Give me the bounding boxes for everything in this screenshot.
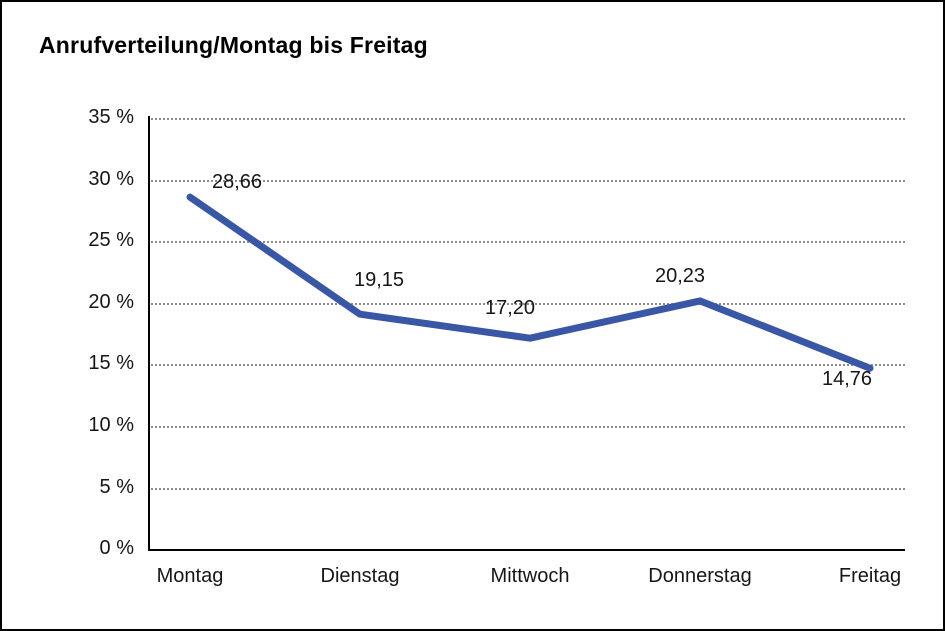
y-tick-label: 0 % [99, 537, 134, 559]
value-label: 17,20 [485, 297, 536, 320]
y-tick-label: 35 % [88, 106, 134, 128]
y-tick-label: 15 % [88, 352, 134, 374]
gridline-35 [148, 118, 905, 120]
x-category-label: Montag [156, 565, 224, 587]
x-category-label: Mittwoch [490, 565, 570, 587]
chart-title: Anrufverteilung/Montag bis Freitag [39, 32, 428, 58]
y-tick-label: 25 % [88, 229, 134, 251]
value-label: 19,15 [354, 269, 405, 292]
y-tick-label: 5 % [99, 476, 134, 498]
y-axis-line [148, 116, 150, 551]
data-line [186, 193, 874, 372]
value-label: 20,23 [655, 264, 706, 287]
y-tick-label: 20 % [88, 291, 134, 313]
gridline-30 [148, 180, 905, 182]
gridline-25 [148, 241, 905, 243]
x-axis-line [148, 549, 905, 551]
y-tick-label: 10 % [88, 414, 134, 436]
value-label: 28,66 [212, 171, 263, 194]
gridline-20 [148, 303, 905, 305]
gridline-10 [148, 426, 905, 428]
x-category-label: Donnerstag [648, 565, 752, 587]
y-tick-label: 30 % [88, 168, 134, 190]
x-category-label: Freitag [838, 565, 902, 587]
gridline-15 [148, 364, 905, 366]
value-label: 14,76 [822, 368, 873, 391]
x-category-label: Dienstag [320, 565, 400, 587]
gridline-5 [148, 488, 905, 490]
